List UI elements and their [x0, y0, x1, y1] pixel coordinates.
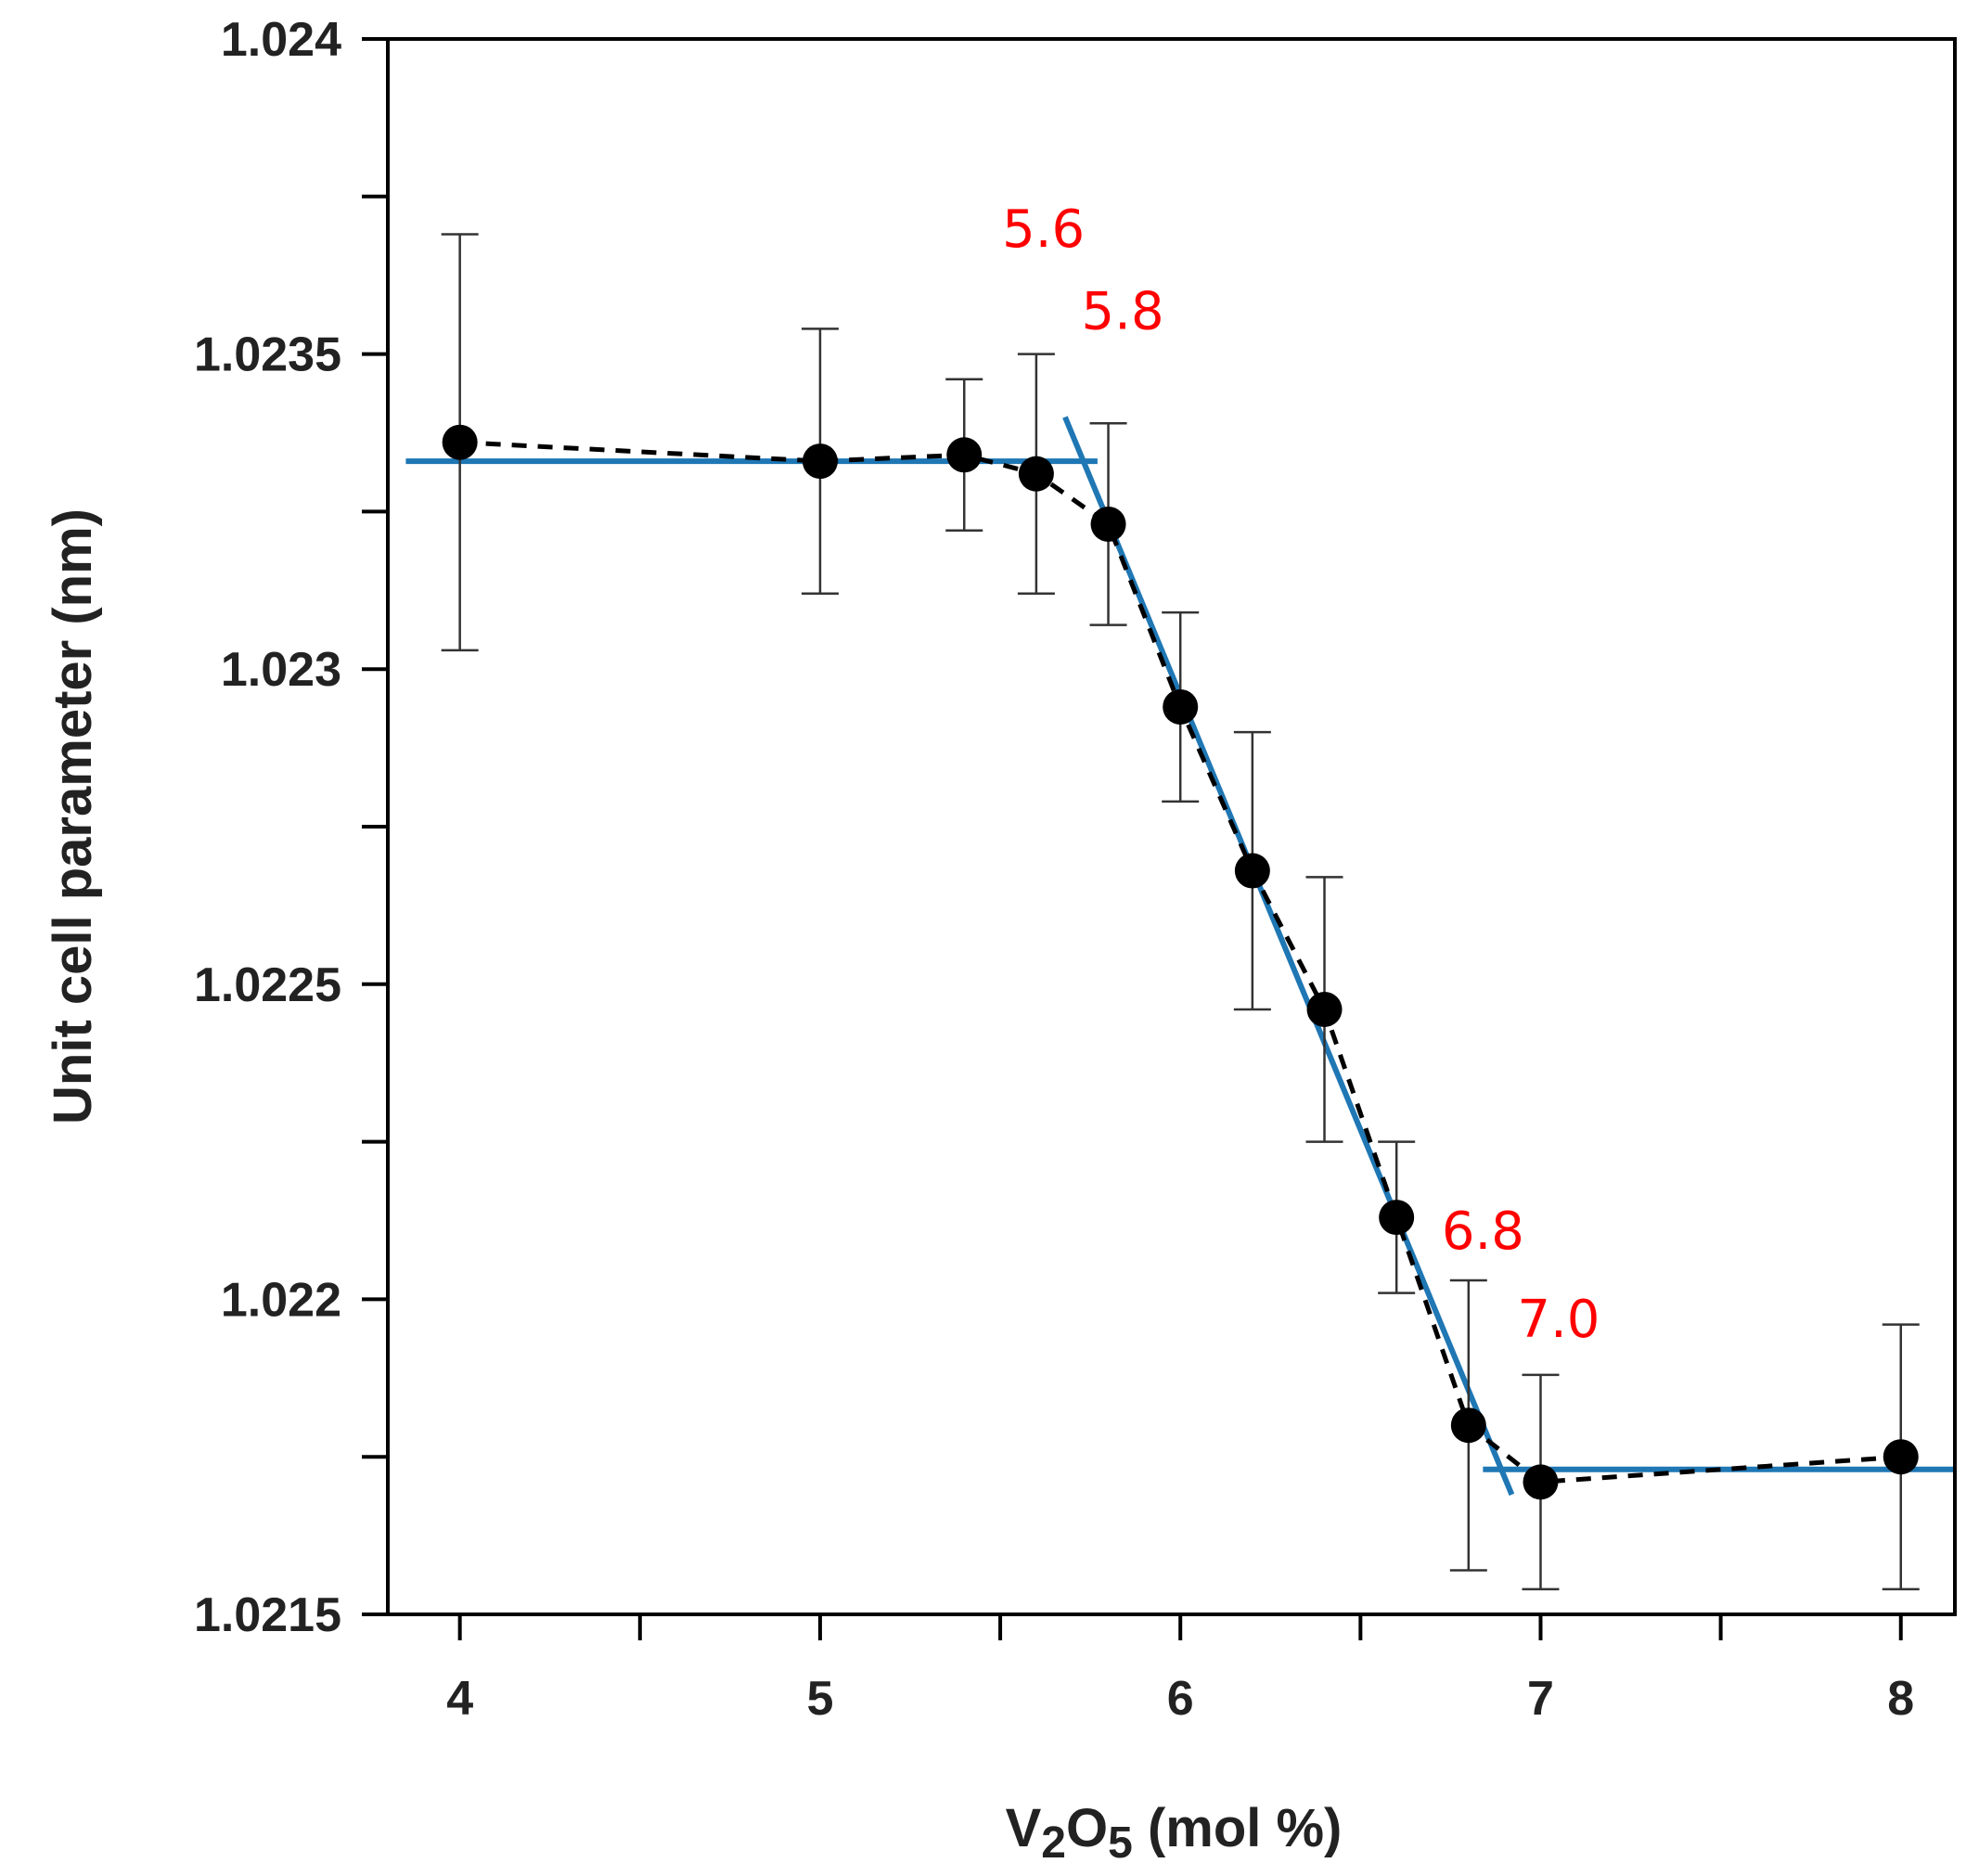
x-tick-label-4: 8 [1887, 1672, 1914, 1726]
x-tick-label-3: 7 [1527, 1672, 1554, 1726]
data-point-10 [1523, 1464, 1559, 1500]
fit-line-slope [1062, 416, 1515, 1497]
annotation-1: 5.8 [1082, 281, 1164, 341]
series-line-measured [459, 440, 1901, 1484]
data-point-0 [442, 424, 478, 460]
x-axis-title-o: O [1066, 1798, 1108, 1858]
data-points [442, 424, 1919, 1500]
data-point-5 [1163, 688, 1199, 725]
y-tick-label-5: 1.024 [221, 13, 341, 67]
data-point-6 [1234, 853, 1270, 889]
x-axis-title-v: V [1006, 1798, 1042, 1858]
plot-frame [386, 37, 1957, 1616]
x-axis-title-sub5: 5 [1108, 1818, 1133, 1868]
y-tick-label-0: 1.0215 [194, 1588, 341, 1642]
data-point-11 [1883, 1439, 1919, 1475]
axes [386, 37, 1957, 1616]
x-axis-title-unit: (mol %) [1133, 1798, 1343, 1858]
data-point-8 [1379, 1200, 1415, 1236]
dashed-trend-line [459, 440, 1901, 1484]
y-tick-label-2: 1.0225 [194, 958, 341, 1012]
data-point-3 [1018, 456, 1054, 492]
fit-lines [405, 416, 1955, 1497]
y-axis-title: Unit cell parameter (nm) [43, 508, 103, 1124]
x-tick-label-1: 5 [806, 1672, 833, 1726]
y-tick-label-1: 1.022 [221, 1273, 341, 1327]
data-point-1 [802, 443, 838, 480]
data-point-7 [1306, 991, 1343, 1027]
tick-marks [362, 37, 1903, 1640]
data-point-9 [1450, 1407, 1486, 1444]
data-point-4 [1090, 506, 1126, 542]
data-point-2 [946, 437, 983, 473]
x-tick-label-0: 4 [446, 1672, 473, 1726]
x-axis-title-sub2: 2 [1041, 1818, 1066, 1868]
y-tick-label-4: 1.0235 [194, 328, 341, 382]
annotations: 5.6 5.8 6.8 7.0 [1002, 199, 1600, 1350]
annotation-2: 6.8 [1442, 1201, 1524, 1262]
tick-labels: 1.0215 1.022 1.0225 1.023 1.0235 1.024 4 5 6 7 8 [194, 13, 1914, 1726]
x-tick-label-2: 6 [1167, 1672, 1194, 1726]
x-axis-title: V2O5 (mol %) [1006, 1798, 1343, 1868]
error-bars [441, 233, 1920, 1591]
annotation-3: 7.0 [1517, 1290, 1600, 1350]
annotation-0: 5.6 [1002, 199, 1085, 260]
y-tick-label-3: 1.023 [221, 643, 341, 697]
